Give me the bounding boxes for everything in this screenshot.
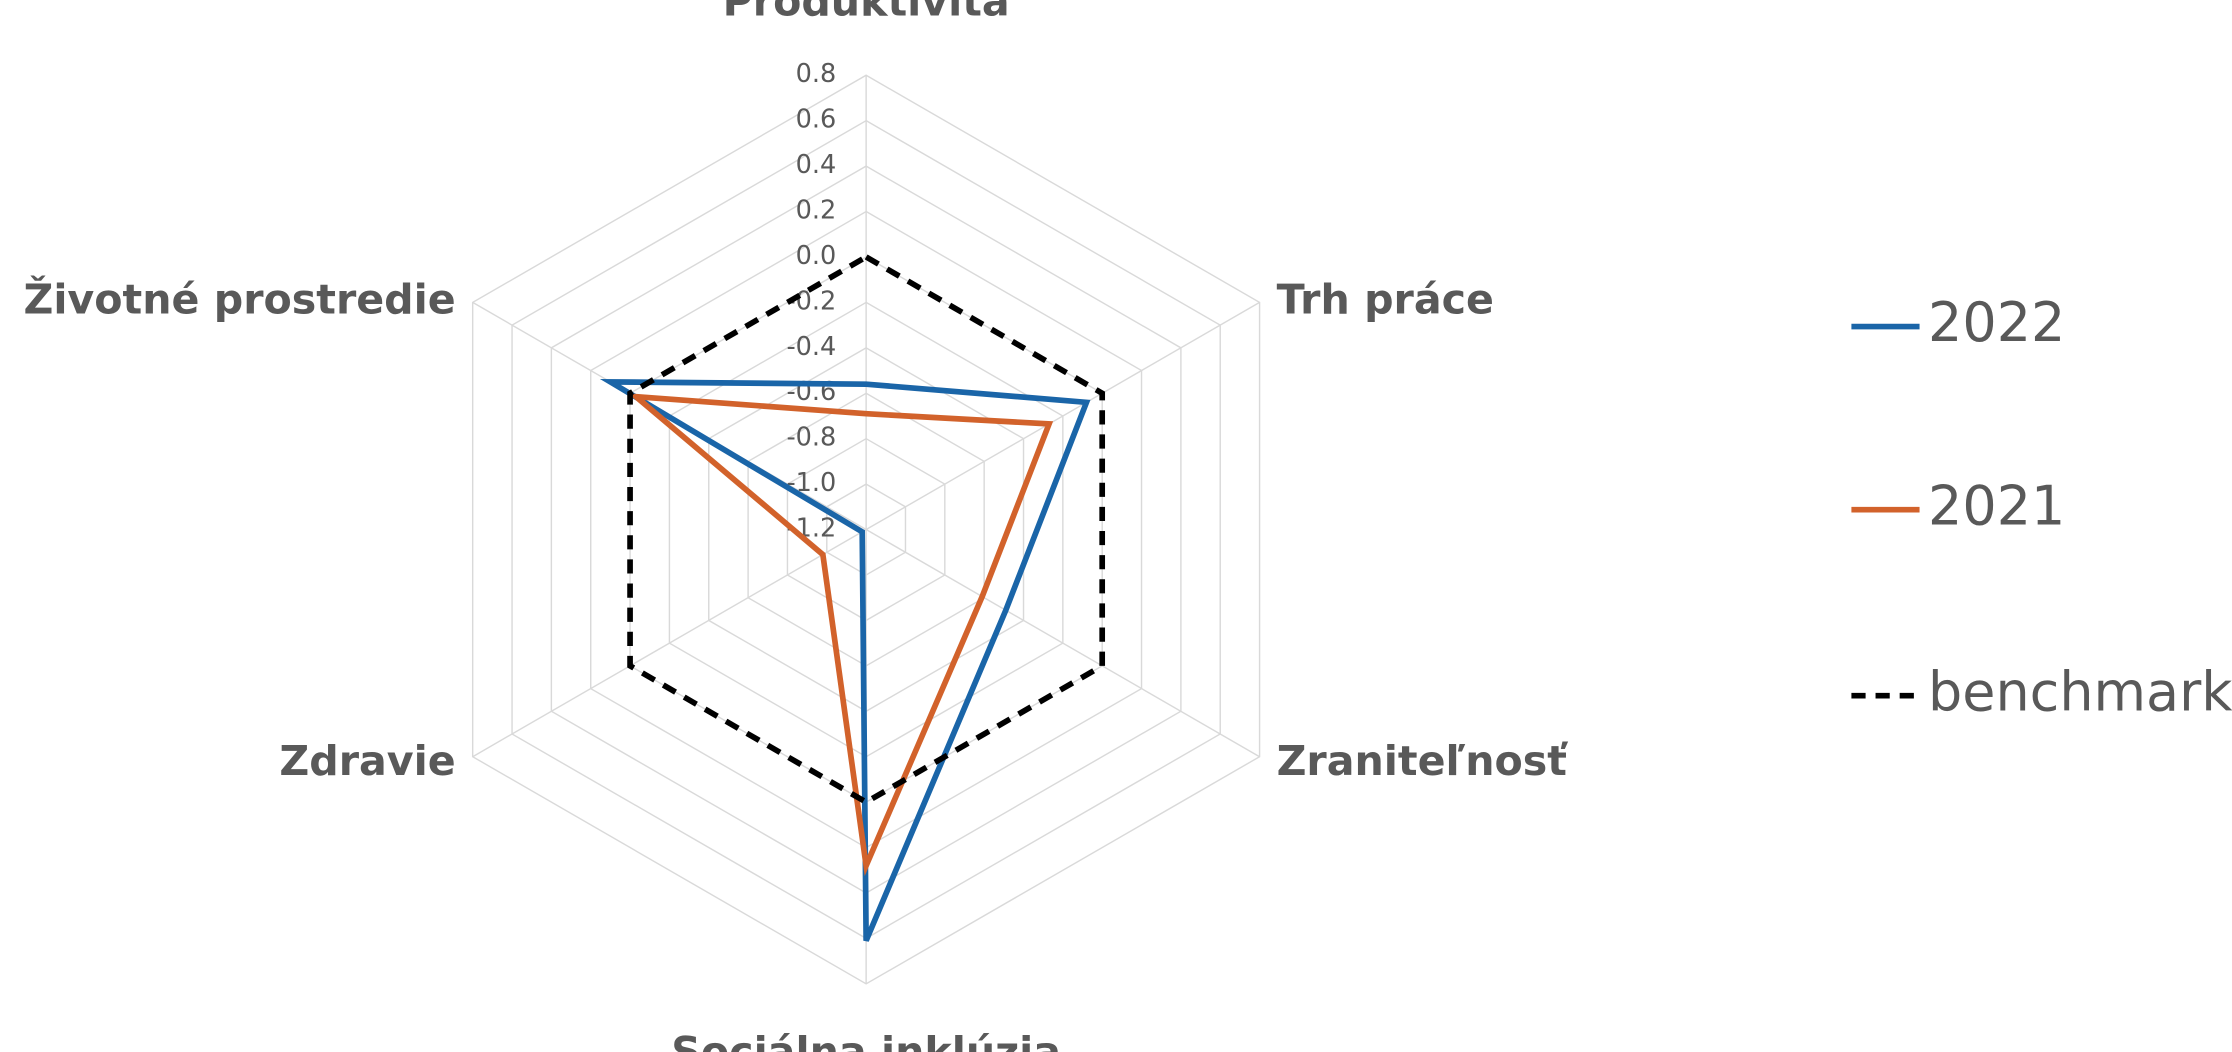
legend-label: benchmark <box>1928 660 2232 723</box>
r-tick-label: -0.8 <box>786 423 836 453</box>
legend-label: 2021 <box>1928 474 2065 537</box>
category-label: Produktivita <box>723 0 1010 25</box>
category-label: Trh práce <box>1277 275 1494 323</box>
series-line <box>627 393 1054 877</box>
legend-label: 2022 <box>1928 291 2065 354</box>
category-label: Zraniteľnosť <box>1277 737 1569 785</box>
r-tick-label: 0.4 <box>796 150 837 180</box>
r-tick-label: -0.4 <box>786 332 836 362</box>
category-label: Životné prostredie <box>23 275 455 323</box>
category-label: Zdravie <box>279 737 455 785</box>
r-tick-label: 0.8 <box>796 59 837 89</box>
grid-ring <box>471 74 1261 985</box>
series-line <box>599 378 1091 942</box>
category-label: Sociálna inklúzia <box>671 1028 1061 1052</box>
series-line <box>627 253 1106 806</box>
grid-ring <box>826 483 907 576</box>
r-tick-label: 0.2 <box>796 196 837 226</box>
r-tick-label: 0.6 <box>796 105 837 135</box>
r-tick-label: 0.0 <box>796 241 837 271</box>
